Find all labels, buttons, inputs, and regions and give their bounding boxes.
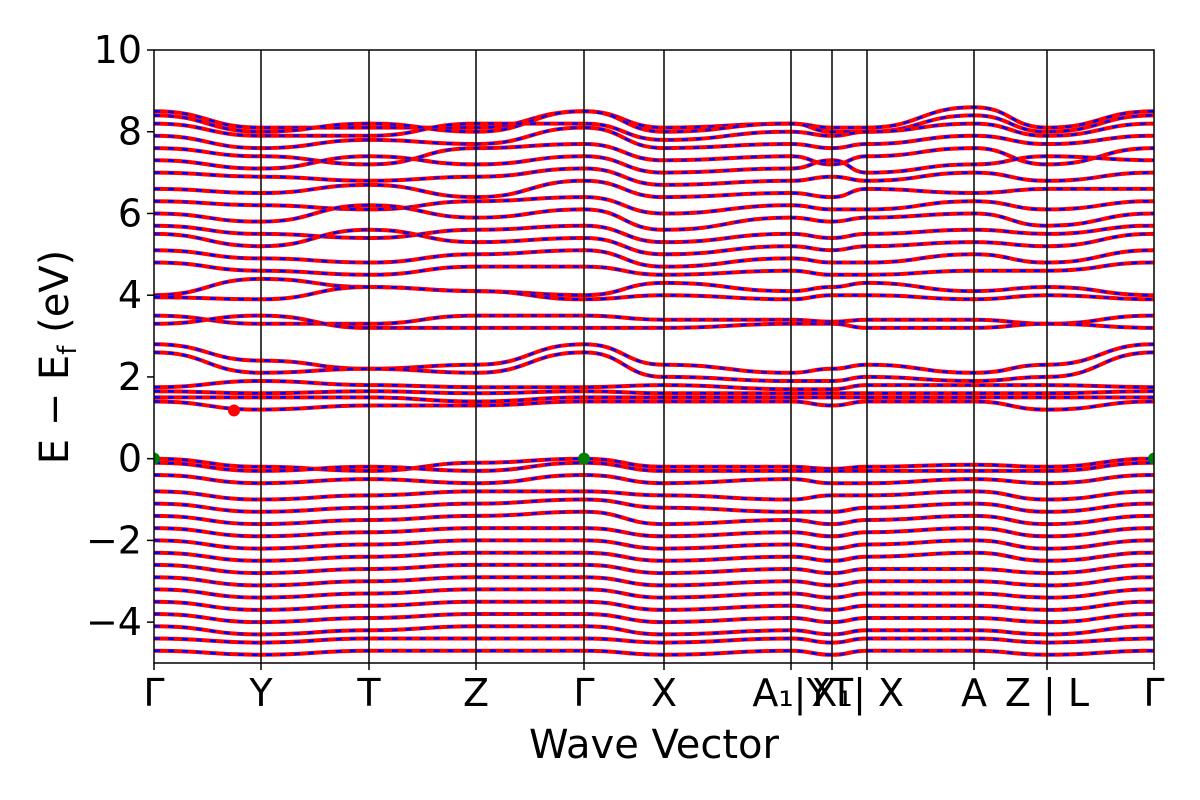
band-line-dashed-5 [154,155,1154,174]
band-line-dashed-33 [154,563,1154,575]
y-axis-title: E − Ef (eV) [32,250,83,465]
band-edge-marker-0 [154,452,160,465]
y-tick-label-6: −2 [86,518,142,562]
band-line-dashed-29 [154,510,1154,526]
band-line-dashed-17 [154,314,1154,330]
x-tick-label-8: T| X [829,671,904,716]
band-line-dashed-26 [154,473,1154,485]
x-tick-label-4: Γ [573,671,594,715]
x-axis-title: Wave Vector [529,722,780,768]
band-line-solid-21 [154,389,1154,396]
y-tick-label-5: 0 [118,437,142,481]
band-line-dashed-20 [154,379,1154,391]
band-line-dashed-13 [154,261,1154,277]
band-line-dashed-27 [154,490,1154,501]
y-axis-title-sub: f [53,345,83,355]
band-line-dashed-6 [154,167,1154,187]
band-line-dashed-1 [154,110,1154,133]
band-line-dashed-40 [154,649,1154,657]
band-line-dashed-11 [154,228,1154,256]
band-line-dashed-7 [154,179,1154,199]
markers-layer [154,404,1154,465]
band-line-dashed-2 [154,122,1154,142]
y-axis-title-main: E − E [32,355,78,465]
band-line-dashed-34 [154,575,1154,587]
band-line-dashed-15 [154,285,1154,301]
y-tick-label-3: 4 [118,273,142,317]
band-line-dashed-25 [154,461,1154,473]
band-line-dashed-12 [154,248,1154,268]
band-line-dashed-32 [154,551,1154,563]
band-line-dashed-28 [154,498,1154,514]
y-axis-title-unit: (eV) [32,250,78,346]
x-tick-label-1: Y [248,671,273,715]
y-tick-label-0: 10 [94,28,142,72]
y-axis: 10 8 6 4 2 0 −2 −4 [86,28,154,644]
band-line-dashed-0 [154,105,1154,129]
band-line-dashed-23 [154,400,1154,411]
y-tick-label-4: 2 [118,355,142,399]
band-line-dashed-31 [154,539,1154,550]
band-line-dashed-37 [154,612,1154,624]
x-tick-label-2: T [356,671,381,715]
x-tick-label-6: A₁|Y [752,671,830,716]
band-line-dashed-24 [154,457,1154,473]
band-line-solid-3 [154,125,1154,151]
band-edge-marker-1 [578,452,590,465]
x-tick-label-9: A [961,671,987,715]
band-line-dashed-19 [154,351,1154,383]
x-tick-label-7: X₁ [811,671,852,715]
band-line-dashed-38 [154,624,1154,636]
plot-frame [153,49,1155,664]
band-line-dashed-21 [154,389,1154,395]
band-edge-marker-3 [228,404,240,417]
x-tick-label-3: Z [463,671,489,715]
y-tick-label-1: 8 [118,110,142,154]
band-line-dashed-14 [154,277,1154,297]
band-line-dashed-36 [154,600,1154,612]
x-tick-label-5: X [651,671,677,715]
y-tick-label-7: −4 [86,600,142,644]
band-line-dashed-35 [154,588,1154,599]
band-line-dashed-16 [154,314,1154,326]
band-line-dashed-30 [154,526,1154,538]
x-tick-label-10: Z | L [1005,671,1089,716]
band-line-dashed-9 [154,204,1154,232]
band-line-dashed-22 [154,396,1154,403]
band-edge-marker-2 [1148,452,1154,465]
y-tick-label-2: 6 [118,191,142,235]
x-tick-label-11: Γ [1143,671,1164,715]
x-tick-label-0: Γ [143,671,164,715]
band-line-dashed-39 [154,637,1154,644]
bands-layer [154,105,1154,657]
band-line-dashed-4 [154,142,1154,166]
band-line-dashed-10 [154,224,1154,244]
high-symmetry-lines [260,50,1048,663]
